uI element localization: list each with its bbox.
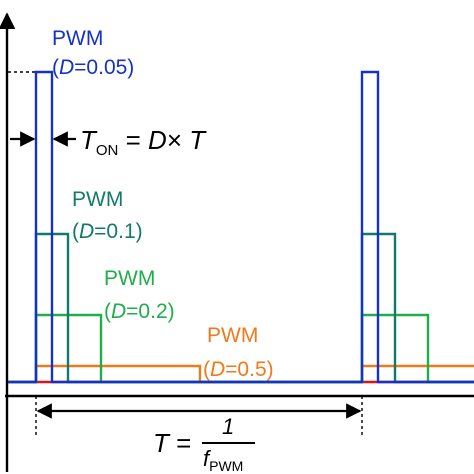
period-formula-denominator: fPWM [203,446,243,474]
label-pwm-d02-name: PWM [104,267,155,290]
label-pwm-d05-name: PWM [207,324,258,347]
pwm-d005-waveform [8,70,474,384]
label-pwm-d05-param: (D=0.5) [203,358,274,381]
ton-formula: TON = D× T [80,125,207,159]
label-pwm-d005-name: PWM [52,27,103,50]
label-pwm-d02-param: (D=0.2) [104,300,175,323]
period-formula-numerator: 1 [222,414,234,439]
period-formula-lhs: T = [153,428,191,458]
label-pwm-d005-param: (D=0.05) [52,56,134,79]
label-pwm-d01-param: (D=0.1) [72,220,143,243]
label-pwm-d01-name: PWM [72,188,123,211]
